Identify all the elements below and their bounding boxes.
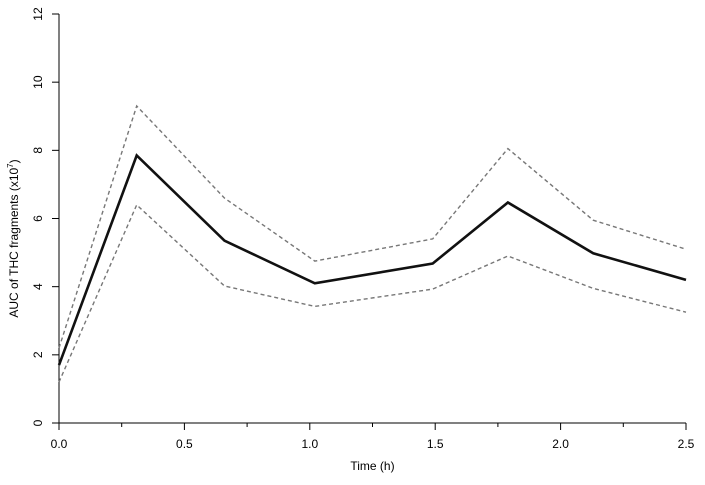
y-tick-label: 6	[31, 215, 45, 222]
x-tick-label: 1.0	[301, 437, 318, 451]
y-tick-label: 12	[31, 7, 45, 21]
y-tick-label: 2	[31, 351, 45, 358]
axes	[58, 14, 686, 424]
x-tick-label: 0.5	[176, 437, 193, 451]
series-layer	[57, 104, 687, 383]
confidence-bound-line	[58, 203, 687, 383]
x-tick-label: 0.0	[51, 437, 68, 451]
mean-series-line	[57, 153, 687, 366]
x-tick-label: 1.5	[427, 437, 444, 451]
confidence-bound-line	[58, 104, 687, 349]
x-axis-title: Time (h)	[350, 459, 394, 473]
y-tick-label: 10	[31, 75, 45, 89]
y-tick-label: 8	[31, 147, 45, 154]
y-tick-label: 4	[31, 283, 45, 290]
y-axis-title-exponent: 7	[6, 163, 15, 168]
x-tick-label: 2.5	[678, 437, 695, 451]
y-tick-label: 0	[31, 419, 45, 426]
x-axis-ticks: 0.0 0.5 1.0 1.5 2.0 2.5	[51, 423, 695, 451]
y-axis-title: AUC of THC fragments (x107)	[6, 159, 21, 317]
y-axis-ticks: 0 2 4 6 8 10 12	[31, 7, 59, 426]
y-axis-title-main: AUC of THC fragments (x10	[7, 167, 21, 317]
y-axis-title-close: )	[7, 159, 21, 163]
x-tick-label: 2.0	[552, 437, 569, 451]
